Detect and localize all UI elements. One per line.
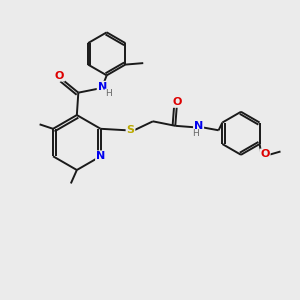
Text: H: H [192, 129, 199, 138]
Text: H: H [105, 89, 112, 98]
Text: O: O [172, 97, 182, 107]
Text: N: N [96, 151, 105, 161]
Text: N: N [98, 82, 107, 92]
Text: S: S [127, 125, 134, 135]
Text: N: N [194, 122, 203, 131]
Text: O: O [55, 70, 64, 81]
Text: O: O [260, 149, 270, 160]
